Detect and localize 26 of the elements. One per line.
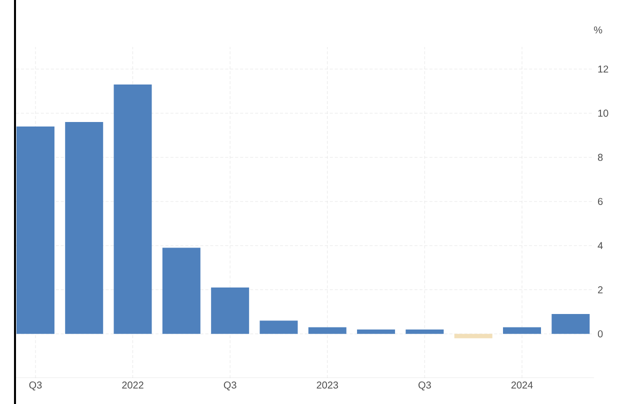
bar [308,327,346,334]
bar [502,327,541,334]
y-tick-label: 10 [598,110,608,117]
bar [454,334,492,338]
x-tick-label: 2023 [316,382,338,389]
bar [162,248,200,334]
y-tick-label: 4 [598,242,603,250]
bar [552,314,590,334]
bar [211,288,250,334]
y-tick-label: 0 [598,330,603,338]
x-tick-label: 2024 [511,382,533,389]
bar [114,84,152,334]
y-tick-label: 2 [598,286,603,294]
y-tick-label: 8 [598,154,603,161]
bar [260,320,298,334]
x-tick-label: Q3 [29,382,42,390]
bar [406,329,444,334]
x-tick-label: Q3 [224,382,236,390]
bar [357,329,396,334]
bar [16,126,54,334]
x-tick-label: Q3 [418,382,431,390]
y-tick-label: 12 [598,66,608,73]
bar [65,122,104,334]
y-tick-label: 6 [598,198,603,205]
x-tick-label: 2022 [122,382,144,389]
y-axis-title: % [594,26,602,34]
